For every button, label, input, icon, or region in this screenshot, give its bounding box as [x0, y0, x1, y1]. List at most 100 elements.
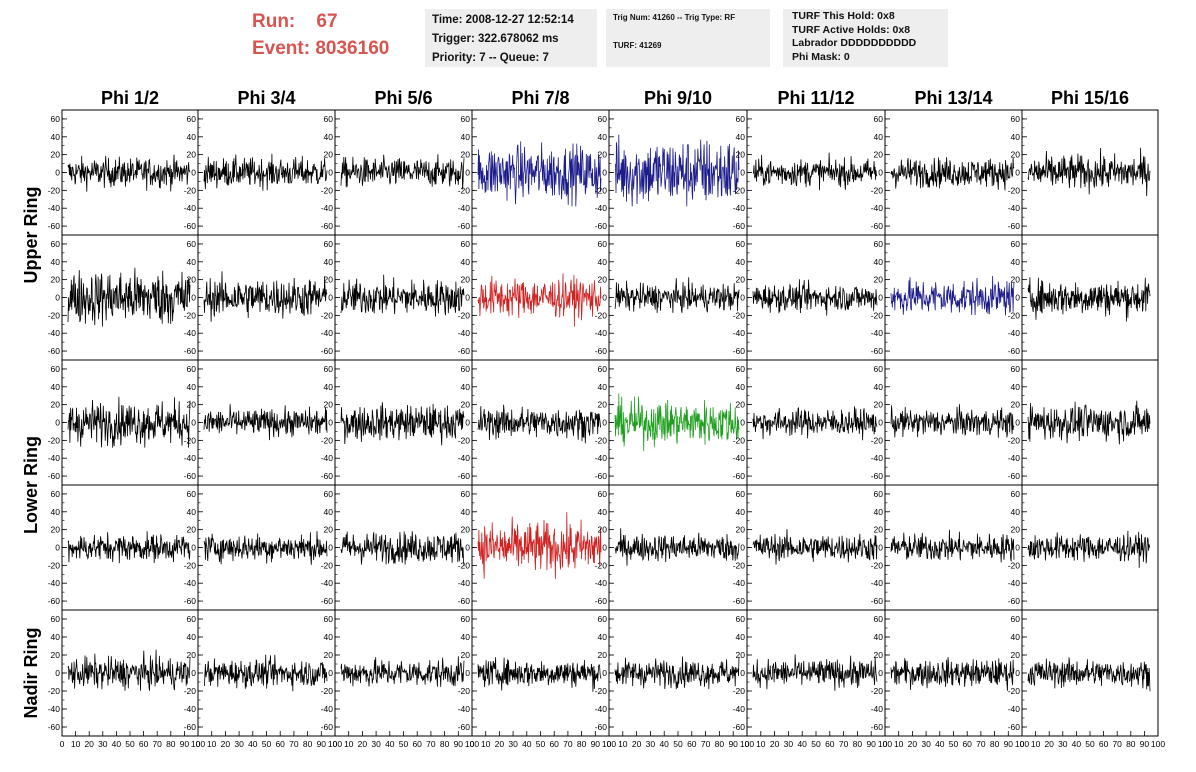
waveform-trace	[890, 275, 1015, 316]
y-tick-label: 60	[598, 364, 608, 374]
y-tick-label: 60	[874, 614, 884, 624]
row-header: Nadir Ring	[21, 627, 41, 718]
waveform-panel: 60 40 20 0 -20 -40 -60	[595, 109, 748, 236]
y-tick-label: 0	[602, 293, 607, 303]
trig-line: Trig Num: 41260 -- Trig Type: RF	[613, 13, 736, 22]
waveform-panel: 60 40 20 0 -20 -40 -60	[458, 234, 610, 361]
y-tick-label: 40	[874, 382, 884, 392]
y-tick-label: -20	[321, 560, 334, 570]
y-tick-label: 20	[51, 650, 61, 660]
y-tick-label: 0	[465, 543, 470, 553]
waveform-trace	[340, 656, 465, 687]
y-tick-label: -20	[871, 560, 884, 570]
y-tick-label: 20	[461, 150, 471, 160]
waveform-trace	[1027, 147, 1151, 197]
waveform-panel: 60 40 20 0 -20 -40 -60	[871, 234, 1023, 361]
waveform-trace	[340, 154, 465, 190]
y-tick-label: 60	[461, 114, 471, 124]
y-tick-label: 0	[55, 168, 60, 178]
x-tick-label: 90	[1004, 739, 1014, 749]
x-tick-label: 60	[139, 739, 149, 749]
y-tick-label: 40	[598, 257, 608, 267]
y-tick-label: -60	[184, 722, 197, 732]
event-value: 8036160	[315, 38, 390, 59]
y-tick-label: 60	[736, 114, 746, 124]
y-tick-label: -40	[458, 704, 471, 714]
x-tick-label: 30	[646, 739, 656, 749]
y-tick-label: -60	[871, 596, 884, 606]
y-tick-label: -20	[48, 560, 61, 570]
y-tick-label: 60	[51, 489, 61, 499]
y-tick-label: 20	[187, 400, 197, 410]
waveform-trace	[203, 531, 328, 565]
y-tick-label: 40	[598, 132, 608, 142]
y-tick-label: -60	[1008, 596, 1021, 606]
y-tick-label: 60	[1011, 489, 1021, 499]
x-tick-label: 90	[317, 739, 327, 749]
y-tick-label: -40	[458, 328, 471, 338]
turf-active-line: TURF Active Holds: 0x8	[792, 23, 911, 36]
x-tick-label: 40	[112, 739, 122, 749]
column-header: Phi 13/14	[914, 88, 992, 108]
y-tick-label: 40	[461, 257, 471, 267]
y-tick-label: -20	[48, 686, 61, 696]
y-tick-label: -40	[595, 453, 608, 463]
waveform-panel: 60 40 20 0 -20 -40 -60	[595, 234, 748, 361]
x-tick-label: 50	[673, 739, 683, 749]
y-tick-label: 40	[461, 507, 471, 517]
y-tick-label: 60	[51, 364, 61, 374]
y-tick-label: 20	[1011, 400, 1021, 410]
y-tick-label: 60	[461, 489, 471, 499]
y-tick-label: -60	[48, 596, 61, 606]
y-tick-label: 0	[1015, 168, 1020, 178]
y-tick-label: 0	[602, 168, 607, 178]
y-tick-label: -60	[458, 596, 471, 606]
y-tick-label: 20	[461, 400, 471, 410]
waveform-trace	[890, 157, 1015, 191]
y-tick-label: -60	[184, 346, 197, 356]
y-tick-label: 60	[874, 489, 884, 499]
x-tick-label: 80	[990, 739, 1000, 749]
y-tick-label: 40	[736, 382, 746, 392]
y-tick-label: 40	[736, 257, 746, 267]
x-tick-label: 30	[784, 739, 794, 749]
waveform-panel: 60 40 20 0 -20 -40 -60	[595, 484, 748, 611]
column-header: Phi 7/8	[511, 88, 569, 108]
y-tick-label: 0	[740, 293, 745, 303]
x-tick-label: 90	[866, 739, 876, 749]
y-tick-label: -60	[595, 471, 608, 481]
y-tick-label: -20	[733, 185, 746, 195]
y-tick-label: 0	[878, 418, 883, 428]
waveform-panel: 60 40 20 0 -20 -40 -60	[1008, 109, 1159, 236]
x-tick-label: 80	[853, 739, 863, 749]
y-tick-label: 20	[1011, 650, 1021, 660]
x-tick-label: 80	[1126, 739, 1136, 749]
y-tick-label: 0	[465, 168, 470, 178]
y-tick-label: 40	[324, 257, 334, 267]
x-tick-label: 10	[71, 739, 81, 749]
x-tick-label: 30	[1058, 739, 1068, 749]
y-tick-label: -60	[595, 221, 608, 231]
y-tick-label: -20	[595, 435, 608, 445]
y-tick-label: 40	[1011, 132, 1021, 142]
y-tick-label: -40	[184, 453, 197, 463]
y-tick-label: 0	[1015, 668, 1020, 678]
y-tick-label: -20	[733, 686, 746, 696]
y-tick-label: -60	[458, 471, 471, 481]
x-tick-label: 30	[921, 739, 931, 749]
time-info-box: Time: 2008-12-27 12:52:14 Trigger: 322.6…	[425, 9, 597, 67]
y-tick-label: -20	[458, 686, 471, 696]
y-tick-label: 40	[324, 507, 334, 517]
x-tick-label: 20	[770, 739, 780, 749]
waveform-panel: 60 40 20 0 -20 -40 -60	[184, 484, 336, 611]
x-tick-label: 70	[1112, 739, 1122, 749]
waveform-trace	[203, 153, 328, 191]
y-tick-label: 40	[51, 132, 61, 142]
y-tick-label: 0	[878, 543, 883, 553]
waveform-trace	[614, 656, 740, 690]
y-tick-label: -20	[871, 310, 884, 320]
y-tick-label: 60	[461, 364, 471, 374]
y-tick-label: 40	[187, 632, 197, 642]
